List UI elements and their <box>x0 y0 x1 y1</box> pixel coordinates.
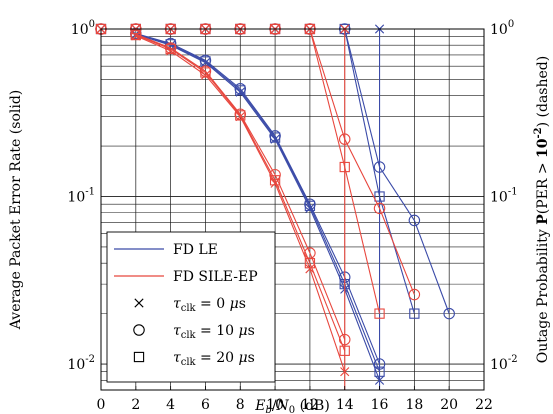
data-point-x <box>200 70 211 80</box>
legend-entry: FD SILE-EP <box>114 269 258 285</box>
legend-entry: τclk = 0 μs <box>134 296 246 314</box>
x-tick-label: 0 <box>97 397 106 413</box>
legend-entry: FD LE <box>114 242 218 258</box>
legend-marker-square <box>133 351 145 363</box>
x-tick-label: 16 <box>371 397 389 413</box>
y-axis-label-left: Average Packet Error Rate (solid) <box>8 90 24 331</box>
data-point-square <box>409 308 420 319</box>
data-point-circle <box>373 202 386 215</box>
y-tick-label-left: 10-2 <box>67 354 95 373</box>
series-line <box>135 34 346 351</box>
x-tick-label: 22 <box>475 397 493 413</box>
data-point-square <box>130 29 141 41</box>
data-point-circle <box>199 65 212 77</box>
legend-label: τclk = 10 μs <box>173 323 255 341</box>
data-point-square <box>269 132 281 143</box>
x-tick-label: 8 <box>236 397 245 413</box>
data-point-square <box>374 308 385 319</box>
data-point-circle <box>338 133 351 145</box>
y-axis-label-right: Outage Probability P(PER > 10-2) (dashed… <box>533 56 551 363</box>
x-tick-label: 14 <box>336 397 354 413</box>
data-point-square <box>304 258 316 269</box>
legend-marker-circle <box>133 324 145 336</box>
x-tick-label: 10 <box>266 397 284 413</box>
legend-entry: τclk = 20 μs <box>133 350 255 368</box>
series-line <box>135 33 381 372</box>
y-tick-label-left: 100 <box>71 19 95 38</box>
data-point-square <box>165 43 176 55</box>
y-tick-label-right: 100 <box>490 19 514 38</box>
legend-label: τclk = 20 μs <box>173 350 255 368</box>
series-line <box>135 33 346 340</box>
x-tick-label: 4 <box>166 397 175 413</box>
x-axis-label: Eb/N0 (dB) <box>254 398 330 414</box>
x-tick-label: 6 <box>201 397 210 413</box>
y-tick-label-right: 10-2 <box>490 354 518 373</box>
x-tick-label: 20 <box>440 397 458 413</box>
x-tick-label: 12 <box>301 397 319 413</box>
data-point-square <box>269 175 281 186</box>
legend: FD LE FD SILE-EP τclk = 0 μs τclk = 10 μs τc… <box>106 231 276 383</box>
data-point-circle <box>408 214 421 227</box>
data-point-circle <box>408 288 421 301</box>
x-axis: 0 2 4 6 8 10 12 14 16 18 20 22 <box>97 386 493 413</box>
y-tick-label-left: 10-1 <box>67 187 95 206</box>
y-axis-left: 100 10-1 10-2 <box>67 19 95 373</box>
data-point-circle <box>269 130 281 142</box>
legend-marker-x <box>134 298 144 308</box>
data-point-square <box>374 191 385 202</box>
series-line <box>135 32 381 365</box>
series-line <box>135 33 381 381</box>
data-point-square <box>235 85 246 96</box>
legend-label: FD LE <box>173 242 218 258</box>
plot-frame <box>100 28 485 391</box>
data-point-square <box>304 200 316 211</box>
data-point-circle <box>304 198 316 210</box>
x-tick-label: 2 <box>131 397 140 413</box>
data-point-square <box>339 161 350 173</box>
y-tick-label-right: 10-1 <box>490 187 518 206</box>
data-point-square <box>200 67 211 78</box>
legend-label: FD SILE-EP <box>173 269 258 285</box>
legend-entry: τclk = 10 μs <box>133 323 255 341</box>
data-point-circle <box>443 307 455 320</box>
legend-label: τclk = 0 μs <box>173 296 246 314</box>
x-tick-label: 18 <box>405 397 423 413</box>
y-axis-right: 100 10-1 10-2 <box>490 19 518 373</box>
data-point-circle <box>234 108 247 120</box>
data-point-circle <box>234 82 247 95</box>
data-point-square <box>235 110 246 121</box>
data-point-circle <box>373 161 386 173</box>
